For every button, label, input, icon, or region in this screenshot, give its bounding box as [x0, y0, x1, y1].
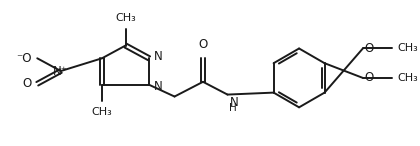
Text: O: O [365, 42, 374, 55]
Text: O: O [22, 77, 32, 90]
Text: O: O [198, 38, 207, 51]
Text: N⁺: N⁺ [53, 65, 68, 78]
Text: N: N [229, 96, 238, 109]
Text: O: O [365, 71, 374, 84]
Text: CH₃: CH₃ [397, 73, 418, 83]
Text: CH₃: CH₃ [92, 107, 113, 117]
Text: ⁻O: ⁻O [16, 52, 32, 65]
Text: H: H [229, 103, 237, 113]
Text: N: N [154, 80, 163, 93]
Text: N: N [154, 50, 163, 63]
Text: CH₃: CH₃ [397, 44, 418, 53]
Text: CH₃: CH₃ [115, 13, 136, 23]
